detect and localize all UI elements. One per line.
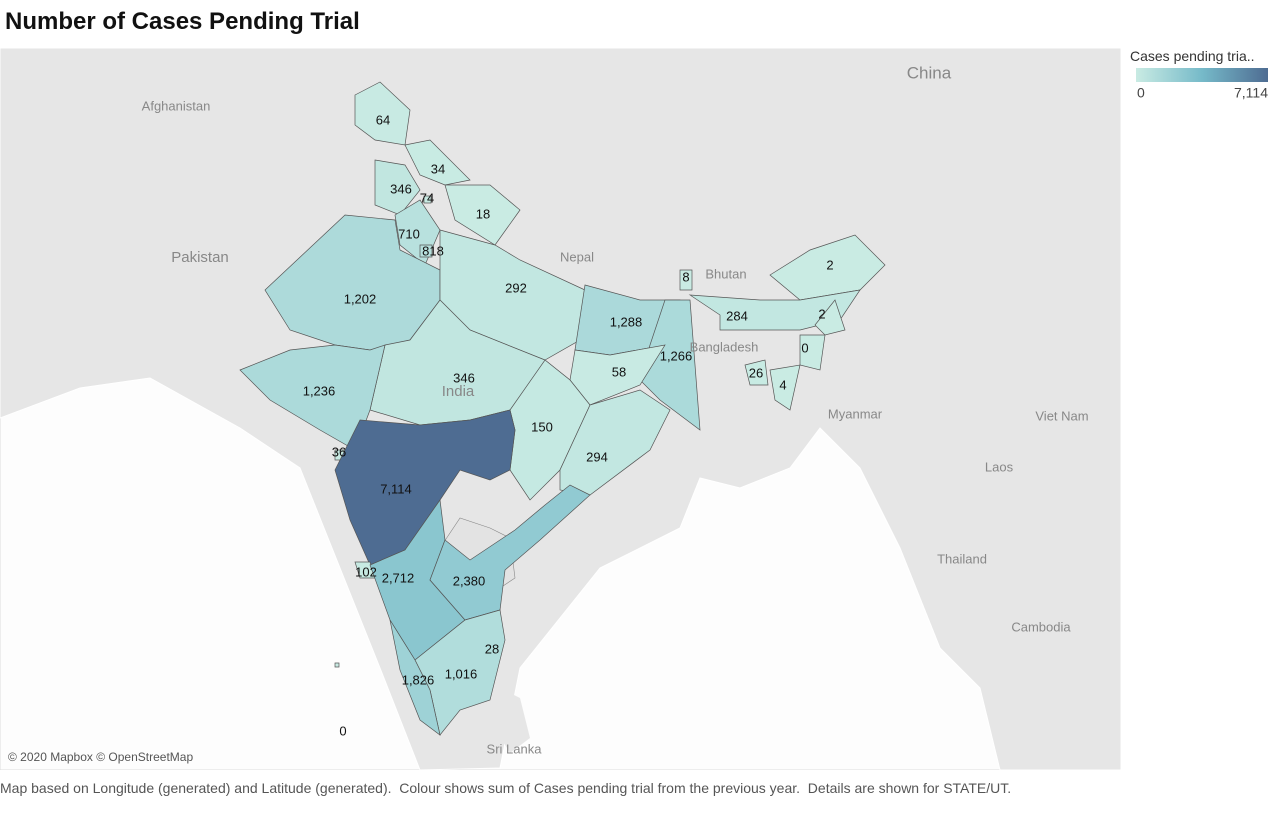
value-label: 0 xyxy=(801,340,808,355)
place-label: Nepal xyxy=(560,249,594,264)
place-label: Bhutan xyxy=(705,266,746,281)
region xyxy=(423,195,432,204)
value-label: 58 xyxy=(612,364,626,379)
caption: Map based on Longitude (generated) and L… xyxy=(0,780,1012,796)
value-label: 1,236 xyxy=(303,383,336,398)
region xyxy=(419,244,433,258)
place-label: Bangladesh xyxy=(690,339,759,354)
region xyxy=(744,359,769,386)
value-label: 2 xyxy=(826,257,833,272)
region xyxy=(404,139,471,186)
value-label: 36 xyxy=(332,444,346,459)
value-label: 710 xyxy=(398,226,420,241)
place-label: Myanmar xyxy=(828,406,883,421)
value-label: 4 xyxy=(779,377,786,392)
legend-gradient xyxy=(1136,68,1268,82)
value-label: 818 xyxy=(422,243,444,258)
place-label: Viet Nam xyxy=(1035,408,1088,423)
value-label: 1,288 xyxy=(610,314,643,329)
region xyxy=(239,344,386,451)
value-label: 346 xyxy=(390,181,412,196)
value-label: 1,016 xyxy=(445,666,478,681)
attribution: © 2020 Mapbox © OpenStreetMap xyxy=(8,750,193,764)
value-label: 2,380 xyxy=(453,573,486,588)
region xyxy=(429,484,591,621)
title: Number of Cases Pending Trial xyxy=(5,8,360,35)
value-label: 26 xyxy=(749,365,763,380)
value-label: 292 xyxy=(505,280,527,295)
value-label: 8 xyxy=(682,269,689,284)
legend-tick-label: 7,114 xyxy=(1234,85,1268,101)
place-label: Afghanistan xyxy=(142,98,211,113)
legend-title: Cases pending tria.. xyxy=(1130,48,1255,64)
place-label: India xyxy=(442,383,475,400)
value-label: 102 xyxy=(355,564,377,579)
value-label: 346 xyxy=(453,370,475,385)
region xyxy=(444,184,521,246)
region xyxy=(679,269,693,291)
value-label: 2,712 xyxy=(382,570,415,585)
region xyxy=(334,409,516,566)
value-label: 1,266 xyxy=(660,348,693,363)
value-label: 1,202 xyxy=(344,291,377,306)
value-label: 2 xyxy=(818,306,825,321)
value-label: 28 xyxy=(485,641,499,656)
place-label: China xyxy=(907,63,952,82)
value-label: 150 xyxy=(531,419,553,434)
legend-tick-label: 0 xyxy=(1137,85,1145,101)
value-label: 34 xyxy=(431,161,445,176)
value-label: 1,826 xyxy=(402,672,435,687)
place-label: Sri Lanka xyxy=(487,741,543,756)
sri-lanka-land xyxy=(495,688,530,753)
value-label: 0 xyxy=(339,723,346,738)
legend: Cases pending tria.. 0 7,114 xyxy=(1130,48,1270,115)
place-label: Laos xyxy=(985,459,1014,474)
region xyxy=(334,662,340,668)
region xyxy=(639,299,701,431)
value-label: 74 xyxy=(420,190,434,205)
region xyxy=(374,159,421,216)
legend-scale: 0 7,114 xyxy=(1136,68,1268,101)
region xyxy=(389,619,441,736)
value-label: 64 xyxy=(376,112,390,127)
value-label: 18 xyxy=(476,206,490,221)
place-label: Cambodia xyxy=(1011,619,1071,634)
place-label: Pakistan xyxy=(171,249,229,266)
region xyxy=(769,364,801,411)
region xyxy=(559,389,671,496)
map: © 2020 Mapbox © OpenStreetMap 64 34 346 74 1… xyxy=(0,48,1121,770)
region xyxy=(799,334,826,371)
value-label: 7,114 xyxy=(380,481,412,496)
value-label: 284 xyxy=(726,308,748,323)
regions xyxy=(239,81,886,736)
value-label: 294 xyxy=(586,449,608,464)
place-label: Thailand xyxy=(937,551,987,566)
